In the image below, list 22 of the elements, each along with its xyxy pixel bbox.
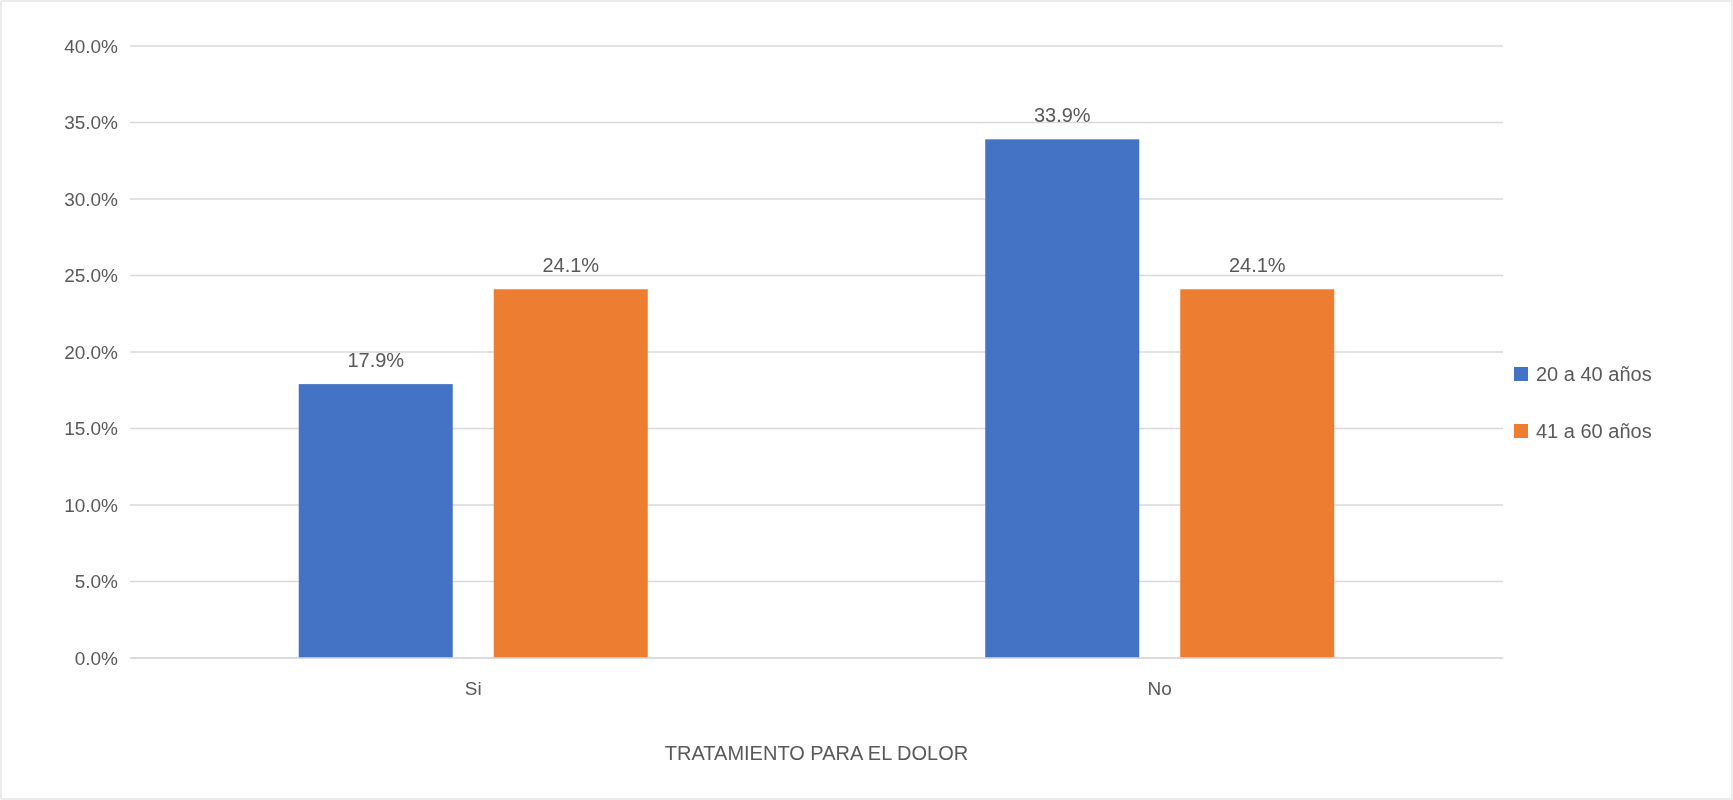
y-tick-label: 5.0% bbox=[74, 571, 119, 593]
data-label: 33.9% bbox=[1033, 104, 1091, 127]
legend-label: 41 a 60 años bbox=[1536, 420, 1652, 442]
y-tick-label: 15.0% bbox=[64, 418, 119, 440]
data-label: 17.9% bbox=[347, 349, 405, 372]
y-tick-label: 25.0% bbox=[64, 265, 119, 287]
bar bbox=[985, 139, 1140, 658]
x-axis-title: TRATAMIENTO PARA EL DOLOR bbox=[664, 742, 969, 764]
data-label: 24.1% bbox=[1228, 254, 1286, 277]
x-tick-label: Si bbox=[464, 678, 482, 700]
x-tick-label: No bbox=[1147, 678, 1172, 700]
y-tick-label: 20.0% bbox=[64, 341, 119, 363]
y-tick-label: 35.0% bbox=[64, 112, 119, 134]
y-tick-label: 40.0% bbox=[64, 35, 119, 57]
bar bbox=[298, 384, 453, 658]
y-tick-label: 0.0% bbox=[74, 647, 119, 669]
bar bbox=[1180, 289, 1335, 658]
y-tick-label: 10.0% bbox=[64, 494, 119, 516]
bar bbox=[493, 289, 648, 658]
legend-label: 20 a 40 años bbox=[1536, 363, 1652, 385]
y-tick-label: 30.0% bbox=[64, 188, 119, 210]
data-label: 24.1% bbox=[542, 254, 600, 277]
